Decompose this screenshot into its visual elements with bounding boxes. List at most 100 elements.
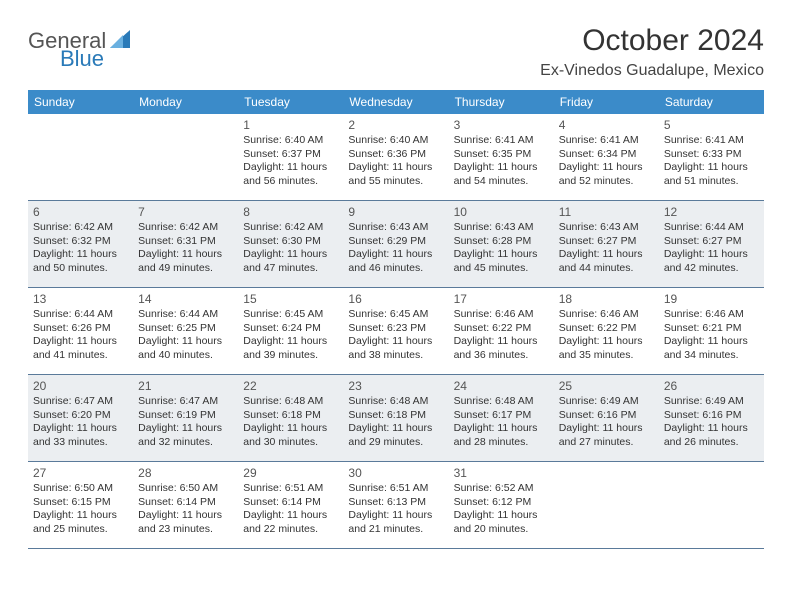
day-info: Sunrise: 6:43 AMSunset: 6:28 PMDaylight:… (454, 221, 549, 276)
sunset-text: Sunset: 6:26 PM (33, 322, 128, 336)
day-info: Sunrise: 6:41 AMSunset: 6:34 PMDaylight:… (559, 134, 654, 189)
day-header-thursday: Thursday (449, 90, 554, 114)
sunset-text: Sunset: 6:25 PM (138, 322, 233, 336)
daylight-text: Daylight: 11 hours and 33 minutes. (33, 422, 128, 449)
day-number: 12 (664, 205, 759, 219)
day-info: Sunrise: 6:48 AMSunset: 6:17 PMDaylight:… (454, 395, 549, 450)
day-cell: 27 Sunrise: 6:50 AMSunset: 6:15 PMDayligh… (28, 462, 133, 548)
day-number: 15 (243, 292, 338, 306)
day-number: 6 (33, 205, 128, 219)
day-cell: 22Sunrise: 6:48 AMSunset: 6:18 PMDayligh… (238, 375, 343, 461)
sunset-text: Sunset: 6:15 PM (33, 496, 128, 510)
day-number: 31 (454, 466, 549, 480)
day-info: Sunrise: 6:42 AMSunset: 6:32 PMDaylight:… (33, 221, 128, 276)
sunrise-text: Sunrise: 6:52 AM (454, 482, 549, 496)
day-number: 21 (138, 379, 233, 393)
sunrise-text: Sunrise: 6:51 AM (243, 482, 338, 496)
day-number: 1 (243, 118, 338, 132)
day-number: 19 (664, 292, 759, 306)
sunrise-text: Sunrise: 6:47 AM (33, 395, 128, 409)
sunset-text: Sunset: 6:23 PM (348, 322, 443, 336)
sunset-text: Sunset: 6:22 PM (454, 322, 549, 336)
sunset-text: Sunset: 6:32 PM (33, 235, 128, 249)
daylight-text: Daylight: 11 hours and 45 minutes. (454, 248, 549, 275)
day-info: Sunrise: 6:40 AMSunset: 6:37 PMDaylight:… (243, 134, 338, 189)
daylight-text: Daylight: 11 hours and 21 minutes. (348, 509, 443, 536)
day-info: Sunrise: 6:51 AMSunset: 6:13 PMDaylight:… (348, 482, 443, 537)
day-cell: 1 Sunrise: 6:40 AMSunset: 6:37 PMDaylight… (238, 114, 343, 200)
sunrise-text: Sunrise: 6:41 AM (664, 134, 759, 148)
day-info: Sunrise: 6:50 AMSunset: 6:14 PMDaylight:… (138, 482, 233, 537)
logo-blue-text-wrap: Blue (28, 46, 104, 72)
day-info: Sunrise: 6:49 AMSunset: 6:16 PMDaylight:… (559, 395, 654, 450)
day-number: 16 (348, 292, 443, 306)
daylight-text: Daylight: 11 hours and 47 minutes. (243, 248, 338, 275)
calendar-grid: Sunday Monday Tuesday Wednesday Thursday… (28, 90, 764, 549)
sunrise-text: Sunrise: 6:51 AM (348, 482, 443, 496)
day-cell: 2Sunrise: 6:40 AMSunset: 6:36 PMDaylight… (343, 114, 448, 200)
daylight-text: Daylight: 11 hours and 29 minutes. (348, 422, 443, 449)
logo-sail-icon (110, 30, 130, 53)
sunset-text: Sunset: 6:14 PM (138, 496, 233, 510)
day-info: Sunrise: 6:51 AMSunset: 6:14 PMDaylight:… (243, 482, 338, 537)
day-cell (28, 114, 133, 200)
day-cell: 9 Sunrise: 6:43 AMSunset: 6:29 PMDaylight… (343, 201, 448, 287)
sunset-text: Sunset: 6:36 PM (348, 148, 443, 162)
sunrise-text: Sunrise: 6:43 AM (559, 221, 654, 235)
daylight-text: Daylight: 11 hours and 42 minutes. (664, 248, 759, 275)
day-number: 11 (559, 205, 654, 219)
day-number: 8 (243, 205, 338, 219)
day-cell: 29Sunrise: 6:51 AMSunset: 6:14 PMDayligh… (238, 462, 343, 548)
day-info: Sunrise: 6:48 AMSunset: 6:18 PMDaylight:… (243, 395, 338, 450)
daylight-text: Daylight: 11 hours and 54 minutes. (454, 161, 549, 188)
sunset-text: Sunset: 6:14 PM (243, 496, 338, 510)
sunrise-text: Sunrise: 6:45 AM (348, 308, 443, 322)
sunset-text: Sunset: 6:31 PM (138, 235, 233, 249)
day-number: 27 (33, 466, 128, 480)
day-cell: 24Sunrise: 6:48 AMSunset: 6:17 PMDayligh… (449, 375, 554, 461)
sunset-text: Sunset: 6:21 PM (664, 322, 759, 336)
sunrise-text: Sunrise: 6:50 AM (33, 482, 128, 496)
daylight-text: Daylight: 11 hours and 22 minutes. (243, 509, 338, 536)
week-row: 6 Sunrise: 6:42 AMSunset: 6:32 PMDaylight… (28, 201, 764, 288)
day-info: Sunrise: 6:48 AMSunset: 6:18 PMDaylight:… (348, 395, 443, 450)
daylight-text: Daylight: 11 hours and 49 minutes. (138, 248, 233, 275)
sunrise-text: Sunrise: 6:44 AM (138, 308, 233, 322)
day-info: Sunrise: 6:44 AMSunset: 6:25 PMDaylight:… (138, 308, 233, 363)
day-info: Sunrise: 6:50 AMSunset: 6:15 PMDaylight:… (33, 482, 128, 537)
day-cell: 15Sunrise: 6:45 AMSunset: 6:24 PMDayligh… (238, 288, 343, 374)
day-info: Sunrise: 6:40 AMSunset: 6:36 PMDaylight:… (348, 134, 443, 189)
day-header-wednesday: Wednesday (343, 90, 448, 114)
sunset-text: Sunset: 6:34 PM (559, 148, 654, 162)
day-cell: 10Sunrise: 6:43 AMSunset: 6:28 PMDayligh… (449, 201, 554, 287)
day-number: 13 (33, 292, 128, 306)
day-cell: 3Sunrise: 6:41 AMSunset: 6:35 PMDaylight… (449, 114, 554, 200)
day-cell: 21 Sunrise: 6:47 AMSunset: 6:19 PMDayligh… (133, 375, 238, 461)
day-info: Sunrise: 6:46 AMSunset: 6:22 PMDaylight:… (559, 308, 654, 363)
sunrise-text: Sunrise: 6:45 AM (243, 308, 338, 322)
day-cell: 26Sunrise: 6:49 AMSunset: 6:16 PMDayligh… (659, 375, 764, 461)
day-number: 4 (559, 118, 654, 132)
sunrise-text: Sunrise: 6:40 AM (348, 134, 443, 148)
day-number: 25 (559, 379, 654, 393)
day-header-friday: Friday (554, 90, 659, 114)
day-cell: 23Sunrise: 6:48 AMSunset: 6:18 PMDayligh… (343, 375, 448, 461)
day-cell: 16 Sunrise: 6:45 AMSunset: 6:23 PMDayligh… (343, 288, 448, 374)
day-info: Sunrise: 6:47 AMSunset: 6:20 PMDaylight:… (33, 395, 128, 450)
week-row: 1 Sunrise: 6:40 AMSunset: 6:37 PMDaylight… (28, 114, 764, 201)
daylight-text: Daylight: 11 hours and 38 minutes. (348, 335, 443, 362)
day-cell: 12Sunrise: 6:44 AMSunset: 6:27 PMDayligh… (659, 201, 764, 287)
day-number: 3 (454, 118, 549, 132)
sunset-text: Sunset: 6:33 PM (664, 148, 759, 162)
day-header-saturday: Saturday (659, 90, 764, 114)
title-block: October 2024 Ex-Vinedos Guadalupe, Mexic… (540, 24, 764, 80)
day-info: Sunrise: 6:43 AMSunset: 6:29 PMDaylight:… (348, 221, 443, 276)
sunset-text: Sunset: 6:12 PM (454, 496, 549, 510)
day-header-sunday: Sunday (28, 90, 133, 114)
day-number: 28 (138, 466, 233, 480)
day-info: Sunrise: 6:47 AMSunset: 6:19 PMDaylight:… (138, 395, 233, 450)
day-number: 14 (138, 292, 233, 306)
day-number: 9 (348, 205, 443, 219)
sunset-text: Sunset: 6:18 PM (243, 409, 338, 423)
sunrise-text: Sunrise: 6:46 AM (664, 308, 759, 322)
